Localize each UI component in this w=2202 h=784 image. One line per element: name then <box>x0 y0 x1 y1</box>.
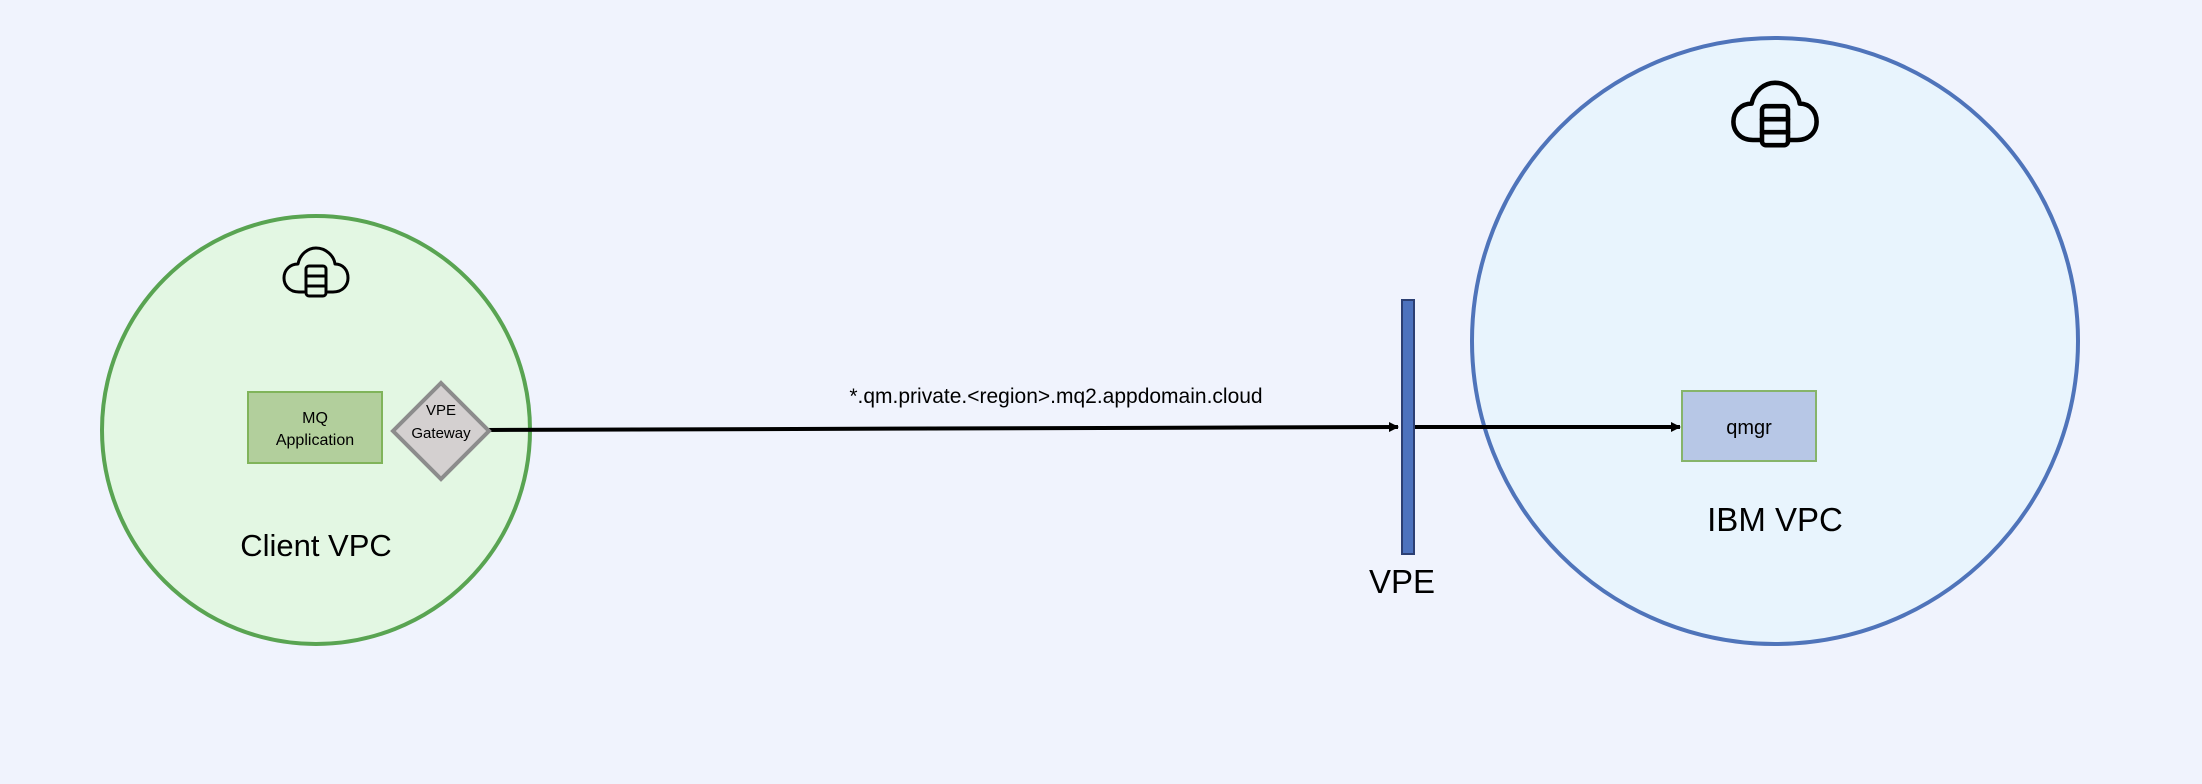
client-vpc-label: Client VPC <box>240 528 392 563</box>
qmgr-label: qmgr <box>1726 417 1772 439</box>
mq-application-label-line1: MQ <box>302 410 328 427</box>
cloud-database-icon <box>282 246 350 298</box>
vpe-gateway-label-line1: VPE <box>426 402 456 419</box>
mq-application-label-line2: Application <box>276 432 354 449</box>
ibm-vpc-label: IBM VPC <box>1707 501 1843 538</box>
ibm-vpc: IBM VPC <box>1470 36 2080 646</box>
connection-label: *.qm.private.<region>.mq2.appdomain.clou… <box>849 385 1262 408</box>
connection: *.qm.private.<region>.mq2.appdomain.clou… <box>485 385 1399 433</box>
vpe-endpoint-bar[interactable] <box>1401 299 1415 555</box>
ibm-vpc-circle <box>1470 36 2080 646</box>
mq-application[interactable]: MQ Application <box>247 391 383 464</box>
vpe-gateway-label-line2: Gateway <box>411 425 471 442</box>
vpe-endpoint[interactable]: VPE <box>1369 299 1435 600</box>
connection-arrow <box>485 422 1399 433</box>
mq-application-box[interactable] <box>247 391 383 464</box>
qmgr[interactable]: qmgr <box>1681 390 1817 462</box>
vpe-endpoint-label: VPE <box>1369 563 1435 600</box>
vpe-gateway-diamond[interactable] <box>390 380 492 482</box>
qmgr-box[interactable] <box>1681 390 1817 462</box>
vpe-gateway[interactable]: VPE Gateway <box>390 380 492 482</box>
cloud-database-icon <box>1731 80 1819 148</box>
